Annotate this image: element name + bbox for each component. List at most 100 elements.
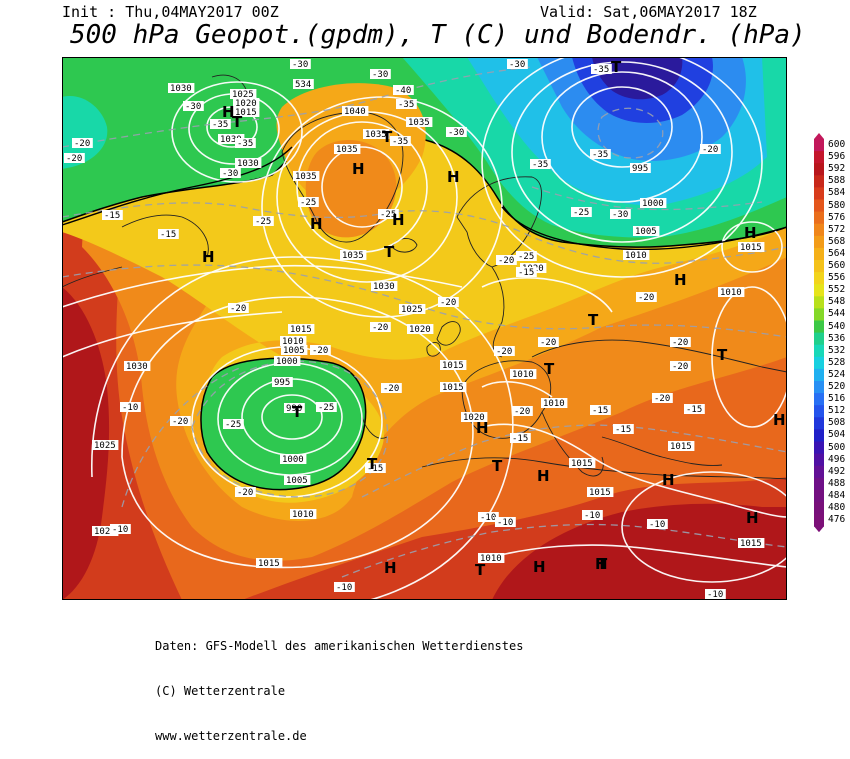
scale-level-label: 536 [828,332,846,344]
svg-text:1035: 1035 [408,118,430,128]
pressure-label: 1005 [284,475,311,486]
low-pressure-marker: T [384,243,395,261]
temperature-label: -10 [647,519,668,530]
scale-swatch [814,260,824,273]
temperature-label: -15 [365,463,386,474]
svg-text:-20: -20 [172,417,188,427]
high-pressure-marker: H [674,271,687,289]
svg-text:-20: -20 [440,298,456,308]
pressure-label: 1010 [478,553,505,564]
svg-text:-20: -20 [496,347,512,357]
scale-swatch [814,223,824,237]
svg-text:1020: 1020 [463,413,485,423]
svg-text:1010: 1010 [292,510,314,520]
scale-swatch [814,356,824,370]
temperature-label: -20 [310,345,331,356]
pressure-label: 1030 [168,83,195,94]
high-pressure-marker: H [595,555,608,573]
svg-text:1025: 1025 [94,441,116,451]
weather-map: 1030 1025 1020 1015 1030 1040 1035 1035 1035 1035… [62,57,787,600]
svg-text:-15: -15 [160,230,176,240]
svg-text:1010: 1010 [543,399,565,409]
coastlines [62,74,787,480]
pressure-label: 1015 [738,538,765,549]
scale-swatch [814,429,824,442]
temperature-label: -35 [396,99,417,110]
scale-level-label: 548 [828,296,846,308]
low-pressure-marker: T [611,58,622,76]
pressure-label: 1000 [640,198,667,209]
pressure-label: 1010 [623,250,650,261]
scale-level-label: 480 [828,502,846,514]
temperature-label: -30 [446,127,467,138]
valid-time: Valid: Sat,06MAY2017 18Z [540,3,757,21]
chart-title: 500 hPa Geopot.(gpdm), T (C) und Bodendr… [70,20,806,50]
pressure-label: 1035 [406,117,433,128]
scale-swatch [814,163,824,176]
pressure-label: 995 [630,163,651,174]
high-pressure-marker: H [746,509,759,527]
temperature-label: -20 [438,297,459,308]
scale-level-label: 488 [828,477,846,489]
temperature-label: -25 [571,207,592,218]
scale-bottom-arrow [814,526,824,533]
svg-text:-15: -15 [592,406,608,416]
svg-text:-20: -20 [672,338,688,348]
temperature-label: -20 [370,322,391,333]
scale-swatch [814,502,824,515]
pressure-label: 1025 [230,89,257,100]
pressure-label: 534 [293,79,314,90]
low-pressure-marker: T [588,311,599,329]
scale-level-label: 504 [828,429,846,441]
scale-level-label: 544 [828,308,846,320]
svg-text:1015: 1015 [442,361,464,371]
svg-text:-20: -20 [514,407,530,417]
svg-text:-15: -15 [512,434,528,444]
pressure-label: 1035 [293,171,320,182]
svg-text:1030: 1030 [373,282,395,292]
svg-text:534: 534 [295,80,311,90]
scale-swatch [814,489,824,503]
scale-level-label: 496 [828,453,846,465]
low-pressure-marker: T [367,455,378,473]
temperature-label: -15 [590,405,611,416]
svg-text:1015: 1015 [740,243,762,253]
svg-text:1015: 1015 [740,539,762,549]
temperature-label: -35 [591,64,612,75]
pressure-label: 1015 [440,382,467,393]
svg-text:-15: -15 [615,425,631,435]
svg-text:1020: 1020 [409,325,431,335]
scale-top-arrow [814,133,824,139]
pressure-label: 1015 [256,558,283,569]
temperature-label: -15 [613,424,634,435]
svg-text:-30: -30 [292,60,308,70]
svg-text:990: 990 [286,404,302,414]
svg-text:-15: -15 [518,268,534,278]
temperature-label: -20 [512,406,533,417]
contour-552 [62,146,787,251]
pressure-label: 1000 [280,454,307,465]
svg-text:1015: 1015 [442,383,464,393]
high-pressure-marker: H [773,411,786,429]
scale-level-label: 540 [828,320,846,332]
temperature-label: -30 [507,59,528,70]
svg-text:-15: -15 [686,405,702,415]
temperature-label: -35 [235,138,256,149]
svg-text:1015: 1015 [589,488,611,498]
scale-swatch [814,417,824,430]
pressure-label: 1010 [510,369,537,380]
temperature-label: -30 [610,209,631,220]
scale-swatch [814,151,824,164]
svg-text:-20: -20 [230,304,246,314]
footer-website[interactable]: www.wetterzentrale.de [155,729,307,743]
svg-text:-25: -25 [380,210,396,220]
low-pressure-marker: T [292,403,303,421]
temperature-label: -25 [253,216,274,227]
high-pressure-marker: H [222,103,235,121]
scale-level-label: 564 [828,247,846,259]
high-pressure-marker: H [662,471,675,489]
svg-text:-40: -40 [395,86,411,96]
pressure-label: 1010 [290,509,317,520]
temperature-label: -20 [538,337,559,348]
svg-text:-35: -35 [592,150,608,160]
